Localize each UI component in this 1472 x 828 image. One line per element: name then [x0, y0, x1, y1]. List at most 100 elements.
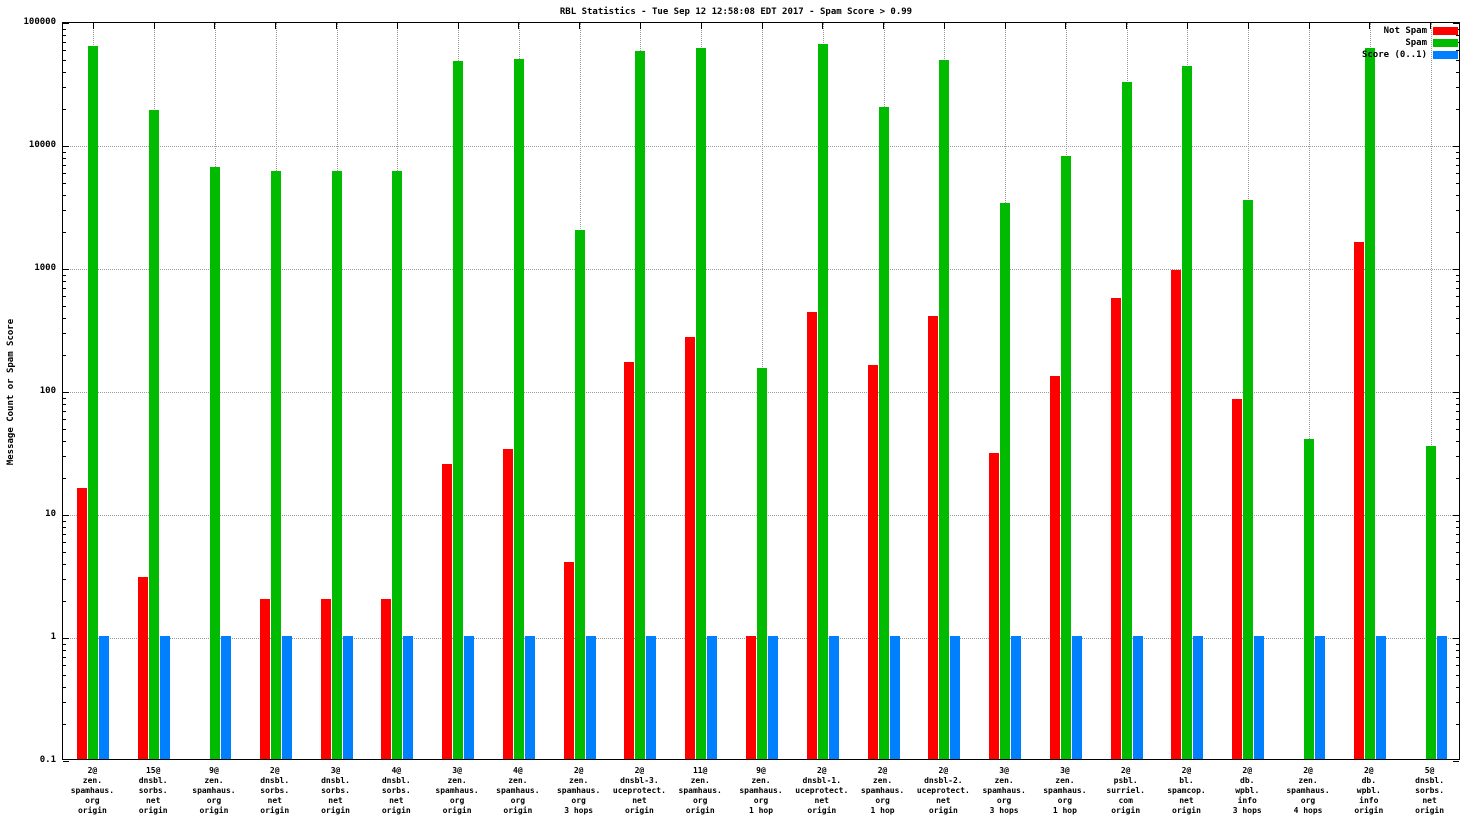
y-minor-tick	[63, 643, 66, 645]
y-minor-tick	[1456, 108, 1459, 110]
y-minor-tick	[63, 723, 66, 725]
y-minor-tick	[1456, 403, 1459, 405]
bar-score-0-1	[1011, 636, 1022, 759]
bar-not-spam	[806, 312, 817, 759]
y-minor-tick	[63, 397, 66, 399]
y-minor-tick	[63, 280, 66, 282]
y-minor-tick	[63, 429, 66, 431]
y-minor-tick	[1456, 50, 1459, 52]
y-minor-tick	[1456, 563, 1459, 565]
x-tick	[1308, 23, 1310, 29]
x-tick	[1004, 23, 1006, 29]
bar-not-spam	[320, 598, 331, 759]
bar-not-spam	[746, 636, 756, 759]
y-minor-tick	[63, 151, 66, 153]
bar-score-0-1	[1254, 636, 1265, 759]
y-minor-tick	[63, 665, 66, 667]
y-minor-tick	[63, 686, 66, 688]
bar-score-0-1	[1436, 636, 1447, 759]
y-minor-tick	[63, 71, 66, 73]
legend-swatch	[1433, 39, 1458, 47]
x-tick	[1430, 23, 1432, 29]
y-minor-tick	[1456, 477, 1459, 479]
x-tick	[943, 23, 945, 29]
y-minor-tick	[1456, 231, 1459, 233]
bar-spam	[696, 48, 707, 759]
y-minor-tick	[63, 288, 66, 290]
bar-spam	[513, 59, 524, 759]
bar-score-0-1	[99, 636, 110, 759]
x-tick	[275, 23, 277, 29]
x-gridline	[1430, 23, 1432, 759]
x-tick	[518, 23, 520, 29]
y-minor-tick	[1456, 151, 1459, 153]
bar-not-spam	[138, 577, 149, 759]
x-tick	[457, 23, 459, 29]
x-category-label: 9@ zen. spamhaus. org 1 hop	[739, 766, 783, 815]
y-minor-tick	[63, 534, 66, 536]
y-minor-tick	[63, 173, 66, 175]
bar-spam	[817, 44, 828, 759]
y-minor-tick	[1456, 34, 1459, 36]
bar-score-0-1	[1315, 636, 1326, 759]
y-gridline	[63, 269, 1459, 270]
legend-swatch	[1433, 27, 1458, 35]
y-minor-tick	[1456, 649, 1459, 651]
y-minor-tick	[63, 165, 66, 167]
bar-spam	[1121, 81, 1132, 759]
bar-spam	[939, 60, 950, 759]
bar-not-spam	[1353, 241, 1364, 759]
y-minor-tick	[63, 354, 66, 356]
y-minor-tick	[63, 526, 66, 528]
bar-not-spam	[259, 598, 270, 759]
x-tick	[336, 23, 338, 29]
y-minor-tick	[63, 157, 66, 159]
bar-spam	[331, 171, 342, 759]
bar-score-0-1	[160, 636, 171, 759]
y-tick-label: 100000	[23, 17, 56, 27]
bar-spam	[1304, 438, 1315, 759]
bar-not-spam	[624, 361, 635, 759]
y-minor-tick	[63, 411, 66, 413]
y-minor-tick	[1456, 643, 1459, 645]
bar-spam	[270, 171, 281, 759]
y-minor-tick	[63, 87, 66, 89]
y-minor-tick	[63, 403, 66, 405]
bar-not-spam	[1110, 297, 1121, 759]
y-minor-tick	[1456, 520, 1459, 522]
x-category-label: 2@ db. wpbl. info 3 hops	[1232, 766, 1262, 815]
plot-area	[62, 22, 1460, 762]
y-minor-tick	[1456, 552, 1459, 554]
bar-score-0-1	[889, 636, 900, 759]
bar-not-spam	[502, 449, 513, 759]
x-category-label: 4@ dnsbl. sorbs. net origin	[381, 766, 411, 815]
bar-score-0-1	[1193, 636, 1204, 759]
x-category-label: 2@ zen. spamhaus. org 3 hops	[556, 766, 601, 815]
bar-score-0-1	[585, 636, 596, 759]
y-minor-tick	[1456, 534, 1459, 536]
bar-spam	[757, 368, 767, 759]
x-category-label: 2@ zen. spamhaus. org origin	[70, 766, 115, 815]
bar-not-spam	[381, 598, 392, 759]
bar-not-spam	[77, 487, 88, 759]
y-minor-tick	[63, 563, 66, 565]
x-tick	[1369, 23, 1371, 29]
bar-not-spam	[442, 464, 453, 759]
x-tick	[579, 23, 581, 29]
bar-not-spam	[1171, 269, 1182, 759]
y-minor-tick	[63, 317, 66, 319]
bar-spam	[209, 167, 220, 759]
legend-item: Not Spam	[1384, 26, 1458, 36]
y-minor-tick	[1456, 456, 1459, 458]
x-category-label: 2@ dnsbl-3. uceprotect. net origin	[612, 766, 666, 815]
y-minor-tick	[63, 657, 66, 659]
y-minor-tick	[63, 34, 66, 36]
x-tick	[1126, 23, 1128, 29]
bar-not-spam	[867, 364, 878, 759]
y-minor-tick	[63, 210, 66, 212]
x-tick	[214, 23, 216, 29]
y-tick-label: 10000	[28, 140, 56, 150]
bar-not-spam	[989, 452, 1000, 759]
y-tick	[1453, 268, 1459, 270]
bar-spam	[88, 45, 99, 759]
